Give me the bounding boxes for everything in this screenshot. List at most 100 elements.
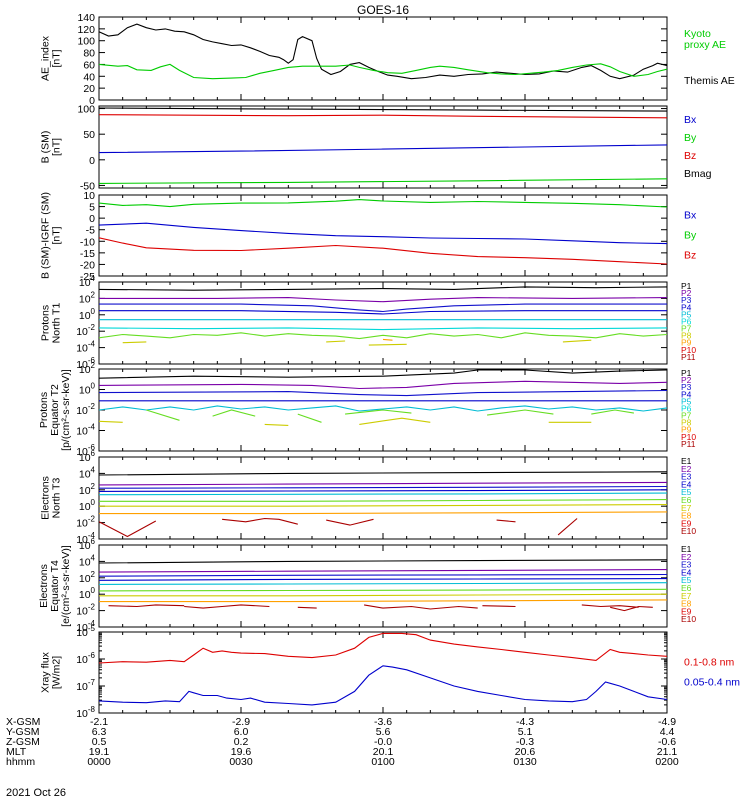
footer-value: 5.1 [518, 726, 533, 738]
legend-label: E6 [681, 583, 692, 593]
y-axis-label: B (SM) [40, 131, 52, 164]
series-line-e9 [610, 605, 653, 612]
legend-label: E2 [681, 552, 692, 562]
series-line-p6 [146, 409, 180, 421]
series-line-e9 [297, 606, 317, 609]
legend-label: E5 [681, 575, 692, 585]
legend-label: P11 [681, 439, 696, 449]
legend-label: Bz [684, 250, 696, 262]
y-axis-label: Xray flux [40, 651, 52, 693]
y-axis-label: Electrons [40, 476, 52, 520]
series-line-0-05-0-4-nm [99, 665, 667, 706]
series-line-p1 [99, 286, 667, 291]
series-line-e9 [557, 518, 578, 536]
footer-row-label: Z-GSM [6, 736, 40, 748]
y-tick-label: 5 [89, 202, 95, 214]
legend-label: P8 [681, 331, 692, 341]
y-tick-label: 20 [83, 83, 95, 95]
legend-label: P2 [681, 375, 692, 385]
y-tick-label: 10 [83, 190, 95, 202]
y-tick-label: 60 [83, 59, 95, 71]
y-tick-label: 0 [89, 95, 95, 107]
footer-value: 19.1 [89, 746, 110, 758]
footer-value: 0000 [87, 756, 111, 768]
series-line-by [99, 178, 667, 184]
footer-value: 0100 [371, 756, 395, 768]
footer-value: -0.3 [516, 736, 534, 748]
series-line-p4 [99, 310, 667, 315]
series-line-e1 [99, 559, 667, 564]
series-line-e7 [99, 593, 667, 597]
footer-row-label: Y-GSM [6, 726, 39, 738]
series-line-e9 [326, 518, 374, 526]
legend-label: P7 [681, 411, 692, 421]
footer-value: 0130 [513, 756, 537, 768]
legend-label: E9 [681, 606, 692, 616]
series-line-bx [99, 222, 667, 245]
y-tick-label: 120 [77, 24, 95, 36]
series-line-bx [99, 144, 667, 154]
plot-title: GOES-16 [357, 3, 409, 17]
legend-label: By [684, 132, 697, 144]
series-group [99, 23, 667, 80]
legend-label: E5 [681, 487, 692, 497]
panel-2: -50 0 50 100 B (SM) [nT] Bx By Bz Bmag [40, 104, 712, 193]
legend-label: P3 [681, 382, 692, 392]
y-tick-label: 100 [77, 104, 95, 116]
legend-label: P5 [681, 309, 692, 319]
series-line-0-1-0-8-nm [99, 632, 667, 664]
series-group [99, 286, 667, 346]
legend-label: E7 [681, 503, 692, 513]
y-tick-label: -10 [80, 236, 95, 248]
series-line-p8 [562, 339, 592, 343]
footer-value: 20.1 [373, 746, 394, 758]
legend-label: 0.05-0.4 nm [684, 677, 740, 689]
y-axis-label: Equator T2 [49, 384, 61, 436]
series-line-e9 [364, 604, 478, 610]
y-tick-label: -20 [80, 259, 95, 271]
y-axis-label: [nT] [51, 138, 63, 156]
series-line-p8 [122, 341, 147, 344]
y-tick-label: 0 [89, 155, 95, 167]
y-axis-label: B (SM)-IGRF (SM) [40, 192, 52, 279]
series-group [99, 471, 667, 538]
footer-value: 5.6 [376, 726, 391, 738]
legend-label: E9 [681, 518, 692, 528]
series-line-p8 [368, 343, 407, 346]
series-line-e5 [99, 492, 667, 496]
y-tick-label: 40 [83, 71, 95, 83]
series-line-e6 [99, 499, 667, 502]
series-line-p9 [382, 338, 393, 341]
footer-row-label: hhmm [6, 756, 35, 768]
legend-label: P3 [681, 295, 692, 305]
y-tick-label: 80 [83, 48, 95, 60]
legend-label: P4 [681, 389, 692, 399]
footer-value: -2.9 [232, 716, 250, 728]
series-line-p6 [345, 409, 412, 415]
series-line-p5 [99, 405, 667, 412]
y-axis-label: [nT] [51, 49, 63, 67]
legend-label: P4 [681, 302, 692, 312]
series-line-e9 [482, 605, 516, 608]
footer-value: 21.1 [657, 746, 678, 758]
legend-label: P10 [681, 432, 696, 442]
y-axis-label: [e/(cm²-s-sr-keV)] [60, 545, 72, 627]
y-axis-label: Electrons [38, 564, 50, 608]
footer-row-label: X-GSM [6, 716, 40, 728]
series-line-p3 [99, 303, 667, 313]
legend-label: Bmag [684, 168, 712, 180]
legend-label: E1 [681, 456, 692, 466]
series-line-e1 [99, 471, 667, 476]
y-axis-label: AE_index [40, 35, 52, 81]
y-tick-label: -15 [80, 248, 95, 260]
series-line-e8 [99, 511, 667, 515]
footer-value: -0.6 [658, 736, 676, 748]
legend-label: Bx [684, 114, 697, 126]
